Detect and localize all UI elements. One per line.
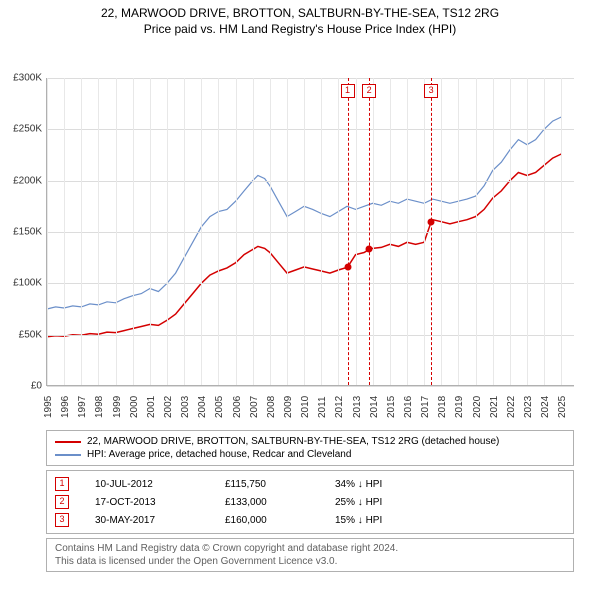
x-tick-label: 2020 <box>472 396 483 418</box>
event-date: 17-OCT-2013 <box>95 497 225 508</box>
event-pct: 25% ↓ HPI <box>335 497 382 508</box>
event-pct: 15% ↓ HPI <box>335 515 382 526</box>
legend-item: HPI: Average price, detached house, Redc… <box>55 448 565 461</box>
event-date: 30-MAY-2017 <box>95 515 225 526</box>
x-tick-label: 2008 <box>266 396 277 418</box>
legend-swatch <box>55 454 81 456</box>
legend-item: 22, MARWOOD DRIVE, BROTTON, SALTBURN-BY-… <box>55 435 565 448</box>
legend-label: HPI: Average price, detached house, Redc… <box>87 449 351 460</box>
x-tick-label: 2016 <box>403 396 414 418</box>
event-marker-icon: 2 <box>55 495 69 509</box>
x-tick-label: 1999 <box>112 396 123 418</box>
x-tick-label: 1996 <box>60 396 71 418</box>
plot-area: 12 3 <box>46 78 574 386</box>
x-tick-label: 2018 <box>437 396 448 418</box>
y-tick-label: £300K <box>13 73 42 84</box>
legend-label: 22, MARWOOD DRIVE, BROTTON, SALTBURN-BY-… <box>87 436 499 447</box>
chart-event-marker: 2 <box>362 84 376 98</box>
x-tick-label: 2001 <box>146 396 157 418</box>
attribution-line: Contains HM Land Registry data © Crown c… <box>55 542 565 555</box>
x-tick-label: 2013 <box>352 396 363 418</box>
event-row: 3 30-MAY-2017 £160,000 15% ↓ HPI <box>55 511 565 529</box>
chart-event-dot <box>344 264 351 271</box>
x-tick-label: 1997 <box>77 396 88 418</box>
chart-event-dot <box>428 218 435 225</box>
y-tick-label: £150K <box>13 227 42 238</box>
chart-event-marker: 3 <box>424 84 438 98</box>
event-price: £115,750 <box>225 479 335 490</box>
event-row: 2 17-OCT-2013 £133,000 25% ↓ HPI <box>55 493 565 511</box>
events-table: 1 10-JUL-2012 £115,750 34% ↓ HPI 2 17-OC… <box>46 470 574 534</box>
x-tick-label: 2002 <box>163 396 174 418</box>
page-subtitle: Price paid vs. HM Land Registry's House … <box>0 20 600 36</box>
y-tick-label: £250K <box>13 124 42 135</box>
page-title: 22, MARWOOD DRIVE, BROTTON, SALTBURN-BY-… <box>0 0 600 20</box>
x-tick-label: 2022 <box>506 396 517 418</box>
legend: 22, MARWOOD DRIVE, BROTTON, SALTBURN-BY-… <box>46 430 574 466</box>
event-date: 10-JUL-2012 <box>95 479 225 490</box>
x-tick-label: 2019 <box>454 396 465 418</box>
event-marker-icon: 3 <box>55 513 69 527</box>
x-tick-label: 2004 <box>197 396 208 418</box>
x-tick-label: 2010 <box>300 396 311 418</box>
x-tick-label: 2000 <box>129 396 140 418</box>
event-row: 1 10-JUL-2012 £115,750 34% ↓ HPI <box>55 475 565 493</box>
x-tick-label: 2021 <box>489 396 500 418</box>
attribution: Contains HM Land Registry data © Crown c… <box>46 538 574 572</box>
chart-event-marker: 1 <box>341 84 355 98</box>
y-tick-label: £50K <box>19 329 42 340</box>
x-tick-label: 2009 <box>283 396 294 418</box>
legend-swatch <box>55 441 81 443</box>
x-tick-label: 2006 <box>232 396 243 418</box>
attribution-line: This data is licensed under the Open Gov… <box>55 555 565 568</box>
x-tick-label: 2012 <box>334 396 345 418</box>
event-price: £133,000 <box>225 497 335 508</box>
x-tick-label: 2003 <box>180 396 191 418</box>
y-tick-label: £100K <box>13 278 42 289</box>
x-tick-label: 2014 <box>369 396 380 418</box>
x-tick-label: 2007 <box>249 396 260 418</box>
x-tick-label: 2011 <box>317 396 328 418</box>
event-price: £160,000 <box>225 515 335 526</box>
x-tick-label: 2024 <box>540 396 551 418</box>
chart-event-dot <box>366 246 373 253</box>
x-tick-label: 1998 <box>94 396 105 418</box>
y-tick-label: £0 <box>31 381 42 392</box>
x-tick-label: 2005 <box>214 396 225 418</box>
event-pct: 34% ↓ HPI <box>335 479 382 490</box>
chart-area: £0 £50K £100K £150K £200K £250K £300K 12 3 1995… <box>0 36 600 426</box>
x-tick-label: 2025 <box>557 396 568 418</box>
x-tick-label: 2017 <box>420 396 431 418</box>
x-tick-label: 1995 <box>43 396 54 418</box>
x-tick-label: 2023 <box>523 396 534 418</box>
event-marker-icon: 1 <box>55 477 69 491</box>
x-tick-label: 2015 <box>386 396 397 418</box>
y-tick-label: £200K <box>13 175 42 186</box>
